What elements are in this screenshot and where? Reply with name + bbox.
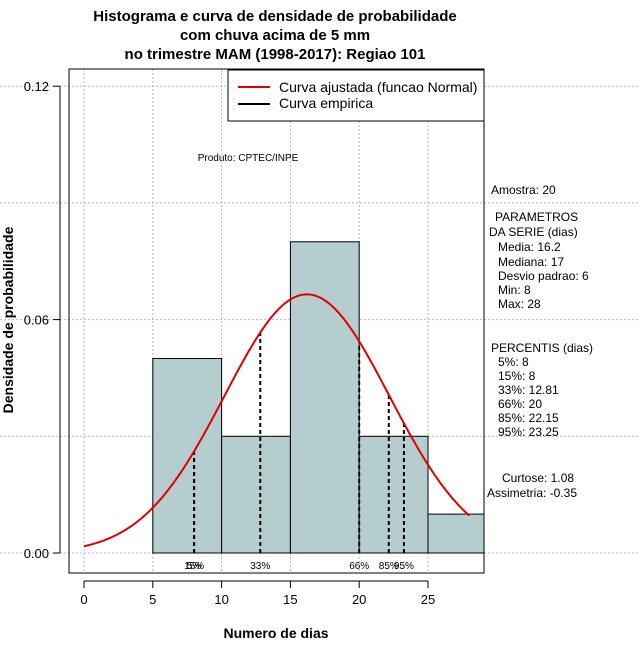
stat-mediana: Mediana: 17	[498, 255, 564, 269]
stat-params-header-1: PARAMETROS	[495, 210, 578, 224]
x-axis: 0 5 10 15 20 25	[80, 580, 435, 607]
x-tick-label-3: 15	[283, 592, 297, 607]
histogram-bar-3	[358, 435, 429, 554]
x-tick-label-1: 5	[149, 592, 156, 607]
normal-fit-curve	[83, 293, 470, 548]
x-tick-label-0: 0	[80, 592, 87, 607]
y-axis-title: Densidade de probabilidade	[0, 226, 16, 413]
stat-percentis-header: PERCENTIS (dias)	[491, 341, 593, 355]
chart-title-line-2: com chuva acima de 5 mm	[180, 27, 370, 44]
percentile-label-1: 15%	[184, 561, 204, 572]
histogram-bar-0	[152, 358, 223, 554]
percentile-label-2: 33%	[250, 561, 270, 572]
stat-max: Max: 28	[498, 297, 541, 311]
stat-media: Media: 16.2	[498, 240, 561, 254]
legend-box	[227, 69, 485, 122]
chart-title-line-3: no trimestre MAM (1998-2017): Regiao 101	[125, 46, 426, 63]
stat-p5: 5%: 8	[498, 355, 529, 369]
histogram-bars	[152, 241, 485, 554]
histogram-bar-1	[221, 435, 291, 554]
stat-desvio: Desvio padrao: 6	[498, 269, 589, 283]
stat-assimetria: Assimetria: -0.35	[487, 486, 577, 500]
histogram-bar-4	[427, 513, 485, 554]
legend-label-normal: Curva ajustada (funcao Normal)	[279, 79, 477, 95]
stat-p85: 85%: 22.15	[498, 411, 559, 425]
stats-panel: Amostra: 20 PARAMETROS DA SERIE (dias) M…	[487, 183, 593, 500]
percentile-lines	[193, 332, 405, 553]
stat-params-header-2: DA SERIE (dias)	[489, 225, 578, 239]
stat-p33: 33%: 12.81	[498, 383, 559, 397]
stat-curtose: Curtose: 1.08	[502, 471, 574, 485]
product-annotation: Produto: CPTEC/INPE	[198, 153, 299, 164]
legend: Curva ajustada (funcao Normal) Curva emp…	[227, 69, 485, 122]
y-tick-label-0: 0.00	[24, 546, 49, 561]
percentile-label-3: 66%	[349, 561, 369, 572]
percentile-label-4: 85%	[379, 561, 399, 572]
histogram-bar-2	[289, 241, 360, 554]
percentile-label-0: 5%	[187, 561, 202, 572]
stat-p95: 95%: 23.25	[498, 425, 559, 439]
legend-label-empirical: Curva empirica	[279, 95, 373, 111]
stat-amostra: Amostra: 20	[491, 183, 556, 197]
percentile-labels: 5%15% 33% 66% 85%95%	[184, 561, 414, 572]
y-tick-label-1: 0.06	[24, 313, 49, 328]
percentile-label-5: 95%	[394, 561, 414, 572]
y-tick-label-2: 0.12	[24, 79, 49, 94]
stat-min: Min: 8	[498, 283, 531, 297]
chart-title-line-1: Histograma e curva de densidade de proba…	[93, 8, 456, 25]
y-axis: 0.00 0.06 0.12	[24, 79, 61, 561]
stat-p15: 15%: 8	[498, 369, 536, 383]
x-tick-label-5: 25	[421, 592, 435, 607]
plot-frame	[68, 68, 485, 574]
stat-p66: 66%: 20	[498, 397, 542, 411]
x-tick-label-4: 20	[352, 592, 366, 607]
x-tick-label-2: 10	[214, 592, 228, 607]
x-axis-title: Numero de dias	[223, 625, 328, 641]
